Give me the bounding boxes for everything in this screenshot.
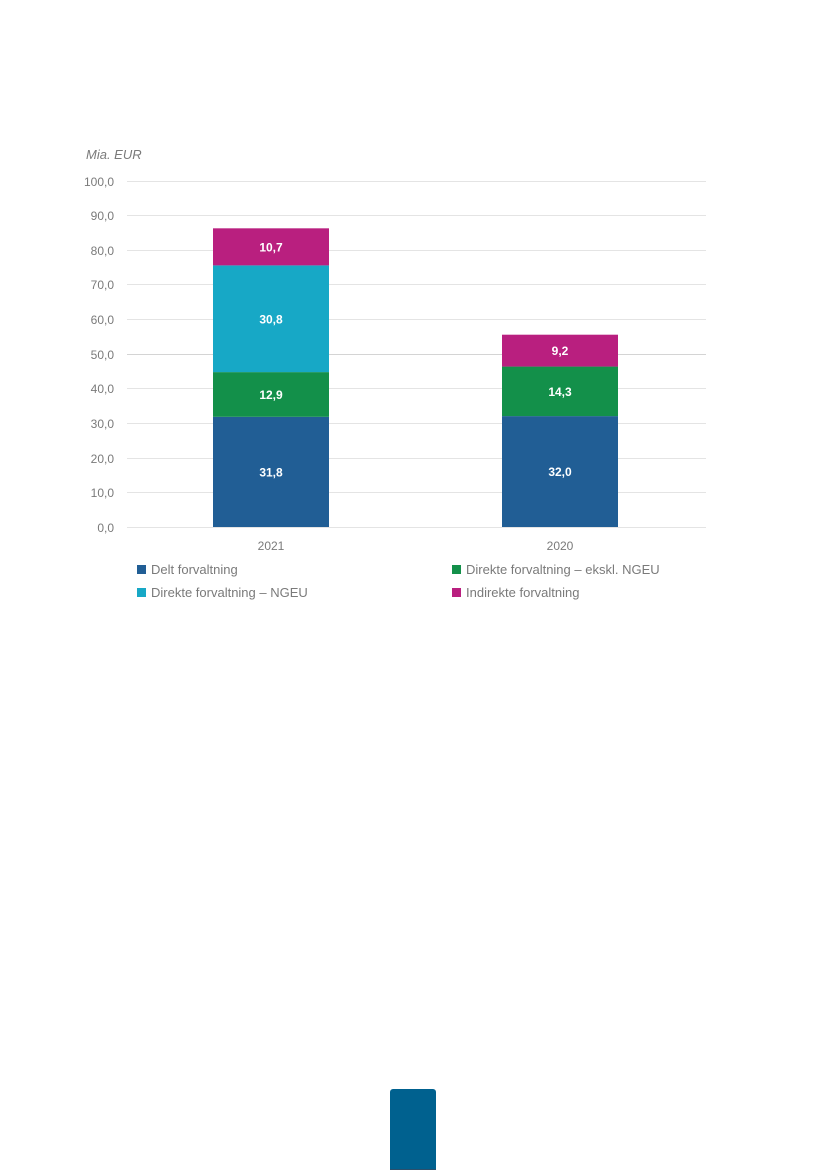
legend-swatch [452,565,461,574]
legend-item-direkte-ekskl-ngeu: Direkte forvaltning – ekskl. NGEU [452,562,660,578]
y-tick-label: 80,0 [91,244,115,258]
x-axis-ticks: 2021 2020 [258,539,574,553]
stacked-bar-chart: 0,0 10,0 20,0 30,0 40,0 50,0 60,0 70,0 80,0 90,0 1… [84,175,706,553]
legend-swatch [452,588,461,597]
bar-value-label: 12,9 [259,388,283,402]
legend-swatch [137,565,146,574]
page-tab [390,1089,436,1170]
y-axis-unit-label: Mia. EUR [86,147,142,162]
y-tick-label: 30,0 [91,417,115,431]
bar-value-label: 9,2 [552,344,569,358]
bar-segment [213,416,329,527]
legend-item-indirekte-forvaltning: Indirekte forvaltning [452,585,579,601]
legend-label: Direkte forvaltning – ekskl. NGEU [466,562,660,577]
y-tick-label: 40,0 [91,382,115,396]
bar-value-label: 31,8 [259,465,283,479]
bar-segment [213,265,329,373]
y-tick-label: 70,0 [91,278,115,292]
bar-segment [502,334,618,367]
bar-segment [502,366,618,417]
y-tick-label: 20,0 [91,452,115,466]
bar-segment [213,372,329,417]
legend-swatch [137,588,146,597]
legend-item-direkte-ngeu: Direkte forvaltning – NGEU [137,585,308,601]
y-tick-label: 10,0 [91,486,115,500]
y-tick-label: 100,0 [84,175,114,189]
bar-value-label: 32,0 [548,465,572,479]
y-tick-label: 60,0 [91,313,115,327]
x-tick-label: 2021 [258,539,285,553]
legend-label: Indirekte forvaltning [466,585,580,600]
legend-label: Delt forvaltning [151,562,238,577]
bar-value-label: 10,7 [259,240,283,254]
bar-segment [213,228,329,266]
bar-value-label: 14,3 [548,385,572,399]
bars: 31,8 12,9 30,8 10,7 32,0 14,3 9,2 [213,228,618,527]
chart-legend: Delt forvaltning Direkte forvaltning – e… [137,562,697,606]
bar-segment [502,416,618,527]
y-tick-label: 0,0 [97,521,114,535]
y-axis-ticks: 0,0 10,0 20,0 30,0 40,0 50,0 60,0 70,0 80,0 90,0 1… [84,175,114,535]
y-tick-label: 50,0 [91,348,115,362]
legend-item-delt-forvaltning: Delt forvaltning [137,562,238,578]
x-tick-label: 2020 [547,539,574,553]
bar-value-label: 30,8 [259,312,283,326]
y-tick-label: 90,0 [91,209,115,223]
legend-label: Direkte forvaltning – NGEU [151,585,308,600]
